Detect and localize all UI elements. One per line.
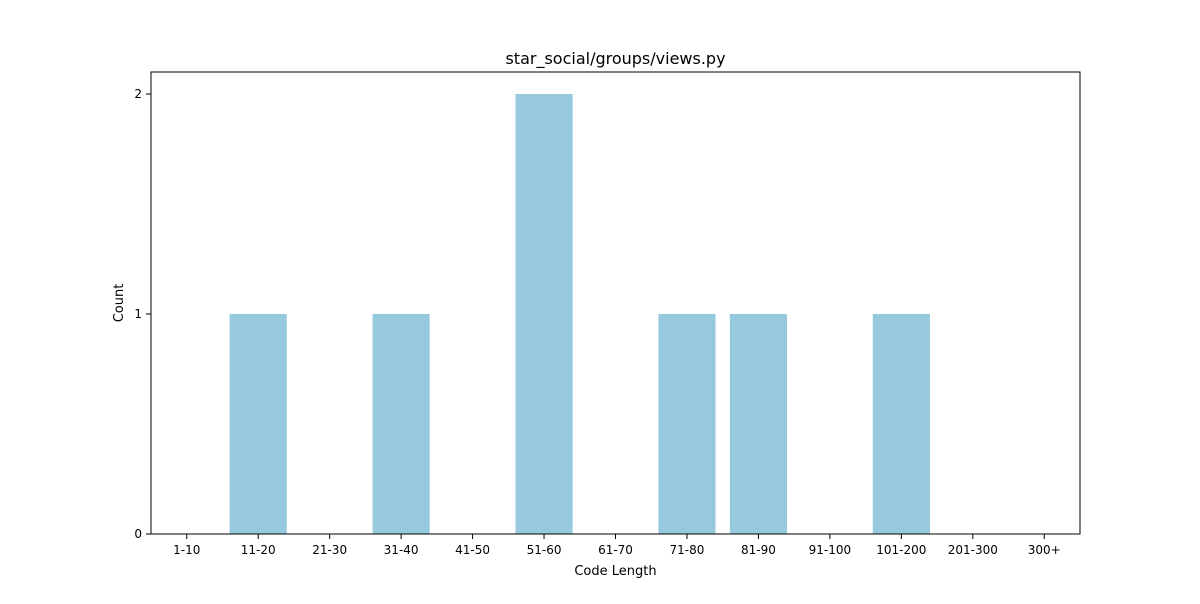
- y-tick-label: 0: [134, 527, 142, 541]
- plot-frame: [150, 71, 1081, 535]
- y-tick-label: 2: [134, 87, 142, 101]
- y-tick-label: 1: [134, 307, 142, 321]
- x-axis-label: Code Length: [574, 564, 656, 579]
- x-axis: 1-10 11-20 21-30 31-40 41-50 51-60 61-70 71-80 8…: [173, 534, 1061, 557]
- chart-title: star_social/groups/views.py: [505, 49, 725, 69]
- x-tick-label: 21-30: [312, 543, 347, 557]
- x-tick-label: 91-100: [809, 543, 852, 557]
- x-tick-label: 101-200: [876, 543, 926, 557]
- y-axis-label: Count: [112, 284, 127, 323]
- x-tick-label: 300+: [1028, 543, 1061, 557]
- bar-101-200: [872, 314, 930, 534]
- bar-31-40: [372, 314, 430, 534]
- x-tick-label: 51-60: [527, 543, 562, 557]
- x-tick-label: 31-40: [384, 543, 419, 557]
- x-tick-label: 61-70: [598, 543, 633, 557]
- y-axis: 0 1 2: [134, 87, 151, 541]
- x-tick-label: 201-300: [948, 543, 998, 557]
- bars: [229, 94, 930, 534]
- x-tick-label: 11-20: [241, 543, 276, 557]
- bar-81-90: [729, 314, 788, 534]
- bar-71-80: [658, 314, 716, 534]
- bar-11-20: [229, 314, 287, 534]
- x-tick-label: 71-80: [670, 543, 705, 557]
- x-tick-label: 81-90: [741, 543, 776, 557]
- x-tick-label: 1-10: [173, 543, 200, 557]
- x-tick-label: 41-50: [455, 543, 490, 557]
- bar-51-60: [515, 94, 573, 534]
